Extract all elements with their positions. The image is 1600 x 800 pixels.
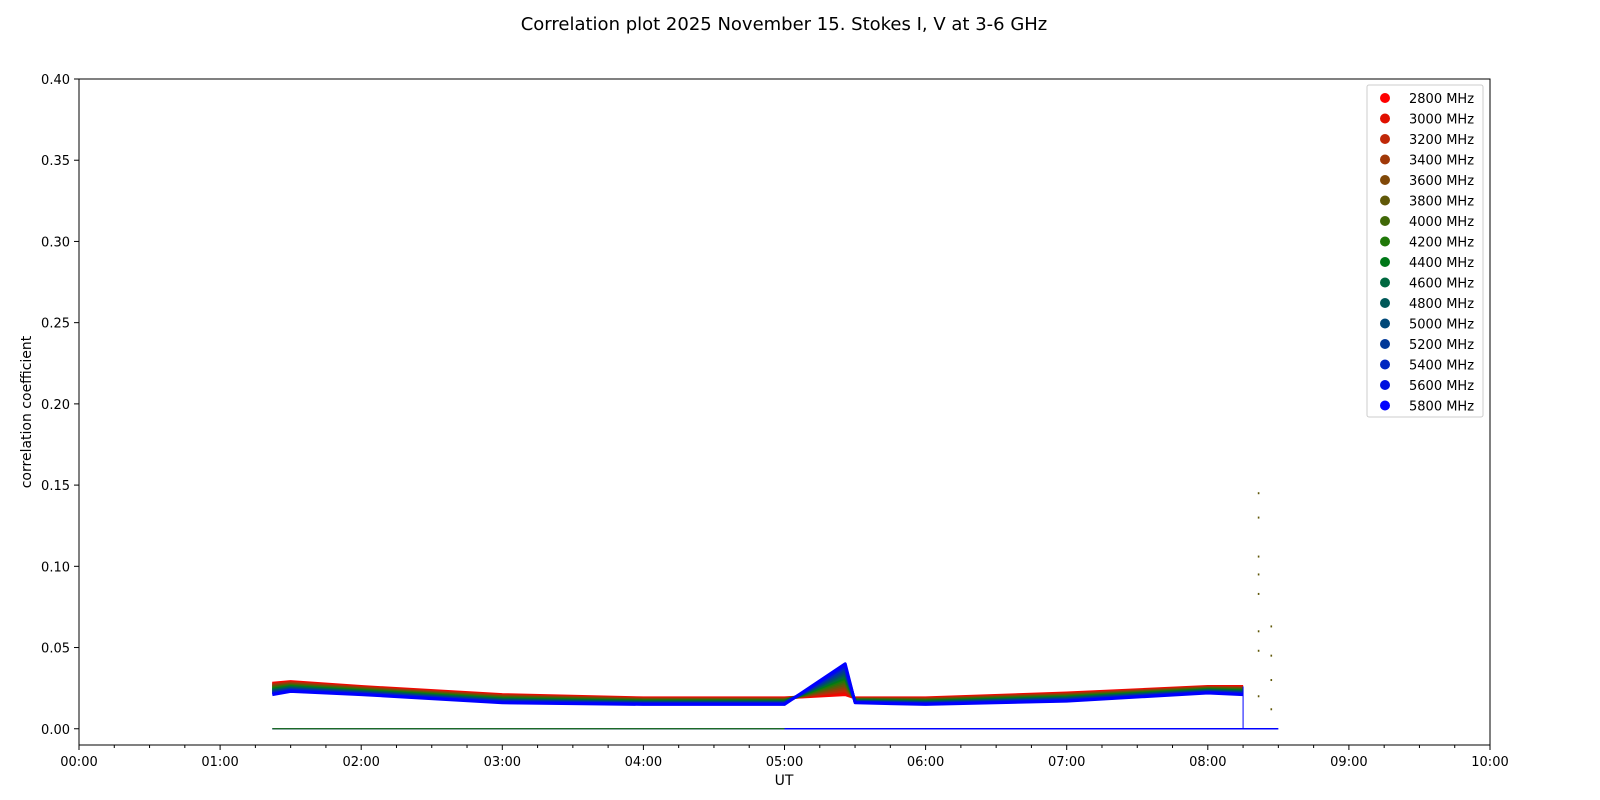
legend-marker [1380, 93, 1390, 103]
y-tick-label: 0.40 [41, 73, 70, 88]
legend-marker [1380, 359, 1390, 370]
legend-label: 5600 MHz [1409, 379, 1474, 394]
chart-title: Correlation plot 2025 November 15. Stoke… [521, 14, 1048, 35]
x-tick-label: 07:00 [1048, 755, 1085, 770]
legend-marker [1380, 134, 1390, 144]
x-tick-label: 03:00 [484, 755, 521, 770]
x-tick-label: 00:00 [60, 755, 97, 770]
legend-marker [1380, 400, 1390, 411]
y-tick-label: 0.10 [41, 560, 70, 575]
legend-marker [1380, 195, 1390, 206]
x-tick-label: 02:00 [342, 755, 379, 770]
y-axis-label: correlation coefficient [19, 335, 35, 488]
outlier-point [1257, 555, 1260, 558]
outlier-point [1270, 679, 1273, 682]
legend-marker [1380, 257, 1390, 267]
legend-label: 3000 MHz [1409, 113, 1474, 128]
x-tick-label: 06:00 [907, 755, 944, 770]
x-axis-label: UT [775, 773, 794, 789]
legend-label: 4000 MHz [1409, 215, 1474, 230]
outlier-point [1270, 708, 1273, 711]
y-tick-label: 0.20 [41, 398, 70, 413]
outlier-point [1257, 630, 1260, 633]
x-tick-label: 10:00 [1471, 755, 1508, 770]
x-tick-label: 09:00 [1330, 755, 1367, 770]
legend-label: 3200 MHz [1409, 133, 1474, 148]
outlier-point [1257, 592, 1260, 595]
outlier-point [1257, 516, 1260, 519]
y-axis: 0.00 0.05 0.10 0.15 0.20 0.25 0.30 0.35 0.40 [41, 73, 79, 738]
legend-label: 5000 MHz [1409, 318, 1474, 333]
legend: 2800 MHz 3000 MHz 3200 MHz 3400 MHz 3600 MHz… [1366, 84, 1484, 418]
legend-marker [1380, 298, 1390, 308]
y-tick-label: 0.25 [41, 317, 70, 332]
y-tick-label: 0.00 [41, 723, 70, 738]
legend-label: 5400 MHz [1409, 359, 1474, 374]
y-tick-label: 0.15 [41, 479, 70, 494]
outlier-point [1257, 649, 1260, 652]
legend-marker [1380, 277, 1390, 288]
outlier-point [1270, 625, 1273, 628]
legend-label: 3600 MHz [1409, 174, 1474, 189]
legend-marker [1380, 154, 1390, 165]
outlier-point [1257, 492, 1260, 495]
x-tick-label: 08:00 [1189, 755, 1226, 770]
legend-label: 4600 MHz [1409, 277, 1474, 292]
legend-label: 2800 MHz [1409, 92, 1474, 107]
x-tick-label: 05:00 [766, 755, 803, 770]
outlier-point [1257, 695, 1260, 698]
legend-label: 4400 MHz [1409, 256, 1474, 271]
legend-marker [1380, 236, 1390, 247]
legend-label: 3400 MHz [1409, 154, 1474, 169]
legend-box [1366, 84, 1484, 418]
x-tick-label: 01:00 [201, 755, 238, 770]
series-line-5800-mhz [272, 662, 1244, 706]
legend-label: 3800 MHz [1409, 195, 1474, 210]
outlier-point [1270, 654, 1273, 657]
y-tick-label: 0.30 [41, 235, 70, 250]
legend-label: 5800 MHz [1409, 400, 1474, 415]
y-tick-label: 0.05 [41, 642, 70, 657]
legend-marker [1380, 113, 1390, 124]
plot-area [272, 492, 1279, 730]
legend-label: 5200 MHz [1409, 338, 1474, 353]
legend-marker [1380, 339, 1390, 349]
x-tick-label: 04:00 [625, 755, 662, 770]
legend-marker [1380, 380, 1390, 390]
legend-marker [1380, 216, 1390, 226]
y-tick-label: 0.35 [41, 154, 70, 169]
axes-frame [78, 78, 1491, 746]
x-axis: 00:00 01:00 02:00 03:00 04:00 05:00 06:00 07:00… [60, 745, 1509, 770]
legend-label: 4200 MHz [1409, 236, 1474, 251]
legend-marker [1380, 318, 1390, 329]
legend-marker [1380, 175, 1390, 185]
outlier-point [1257, 573, 1260, 576]
legend-label: 4800 MHz [1409, 297, 1474, 312]
